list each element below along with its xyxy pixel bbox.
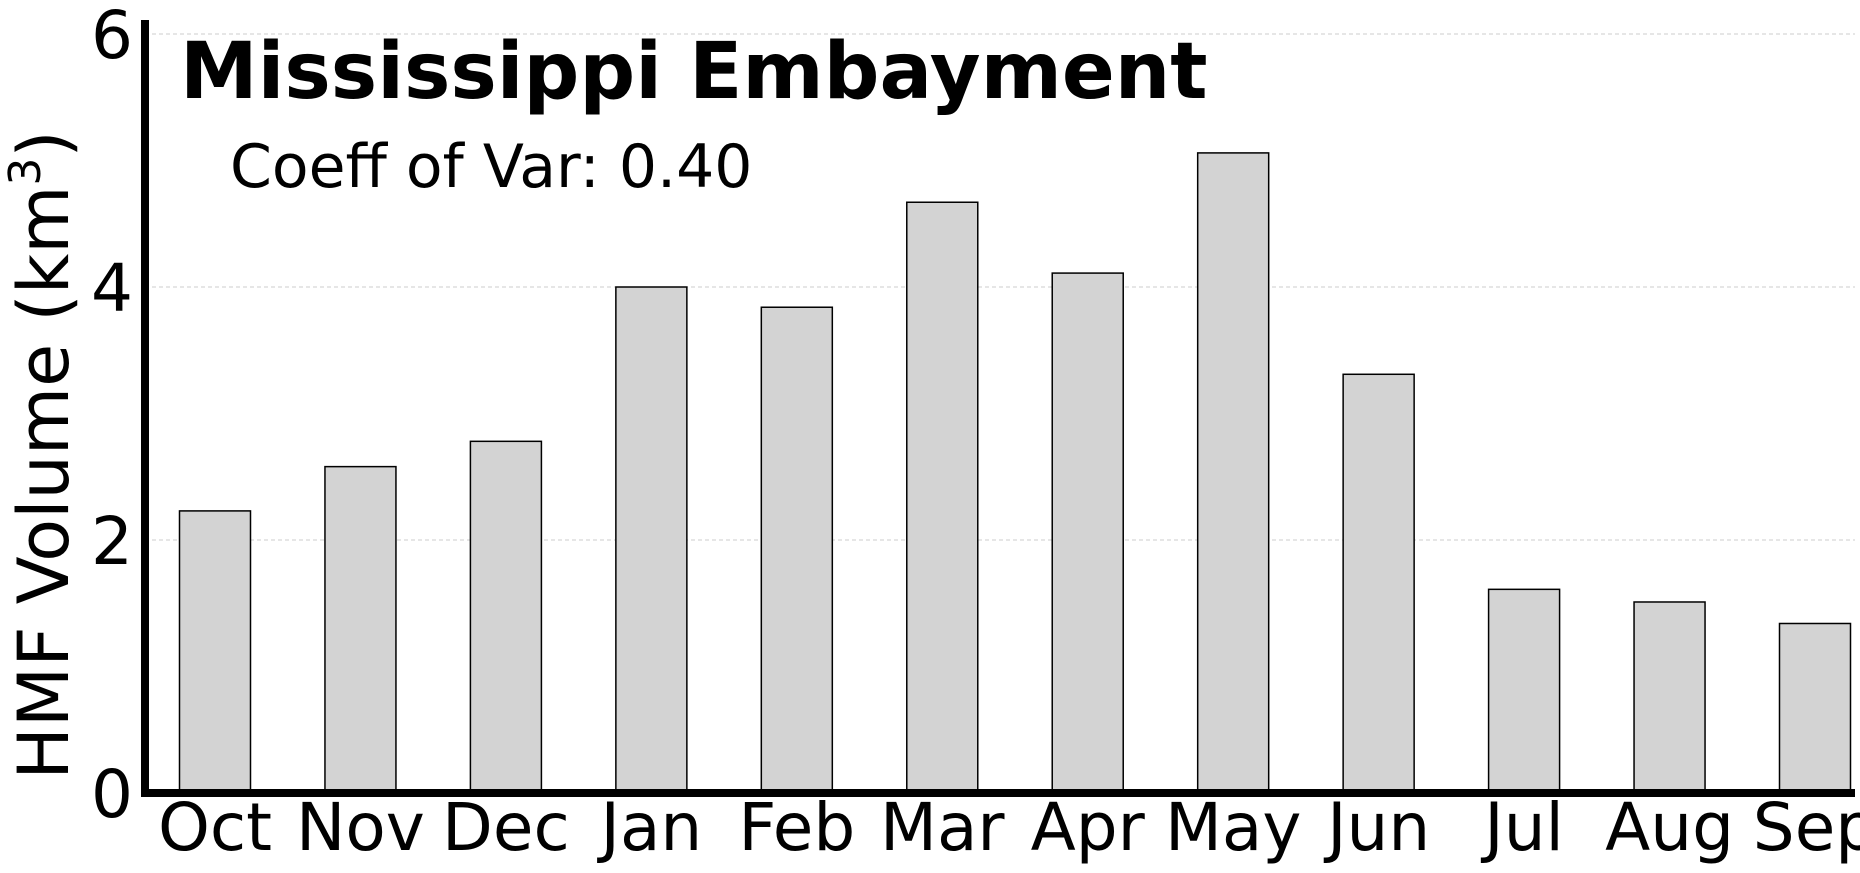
x-tick-label: Jan [596,789,702,866]
y-tick-label: 2 [91,503,133,580]
y-axis-label-suffix: ) [3,130,85,157]
x-tick-label: Feb [738,789,855,866]
y-axis-label: HMF Volume (km3) [0,130,85,780]
bar-apr [1051,272,1124,794]
bars [178,152,1852,794]
bar-may [1196,152,1270,794]
bar-aug [1633,601,1706,794]
bar-nov [324,465,397,794]
x-tick-label: May [1165,789,1301,866]
bar-jan [615,286,688,794]
x-tick-label: Aug [1605,789,1734,866]
x-tick-labels: Oct Nov Dec Jan Feb Mar Apr May Jun Jul Aug Sep [158,789,1860,866]
bar-feb [760,306,834,794]
y-axis-label-main: HMF Volume (km [3,186,85,780]
bar-sep [1778,622,1852,794]
x-tick-label: Dec [442,789,570,866]
x-tick-label: Apr [1031,789,1146,866]
x-tick-label: Nov [296,789,425,866]
chart-title: Mississippi Embayment [180,27,1208,117]
x-tick-label: Mar [880,789,1005,866]
y-tick-label: 6 [91,0,133,74]
bar-oct [178,510,252,794]
x-tick-label: Sep [1753,789,1860,866]
bar-mar [906,201,979,794]
x-tick-label: Jul [1480,789,1564,866]
y-tick-label: 0 [91,756,133,833]
bar-jun [1342,373,1415,794]
y-tick-labels: 0 2 4 6 [91,0,133,833]
bar-jul [1487,588,1561,794]
y-axis-label-superscript: 3 [0,158,51,186]
chart-subtitle: Coeff of Var: 0.40 [230,132,752,202]
x-tick-label: Jun [1323,789,1430,866]
x-tick-label: Oct [158,789,272,866]
bar-dec [469,440,543,794]
axes [141,20,1855,797]
gridlines [145,33,1855,541]
y-tick-label: 4 [91,250,133,327]
